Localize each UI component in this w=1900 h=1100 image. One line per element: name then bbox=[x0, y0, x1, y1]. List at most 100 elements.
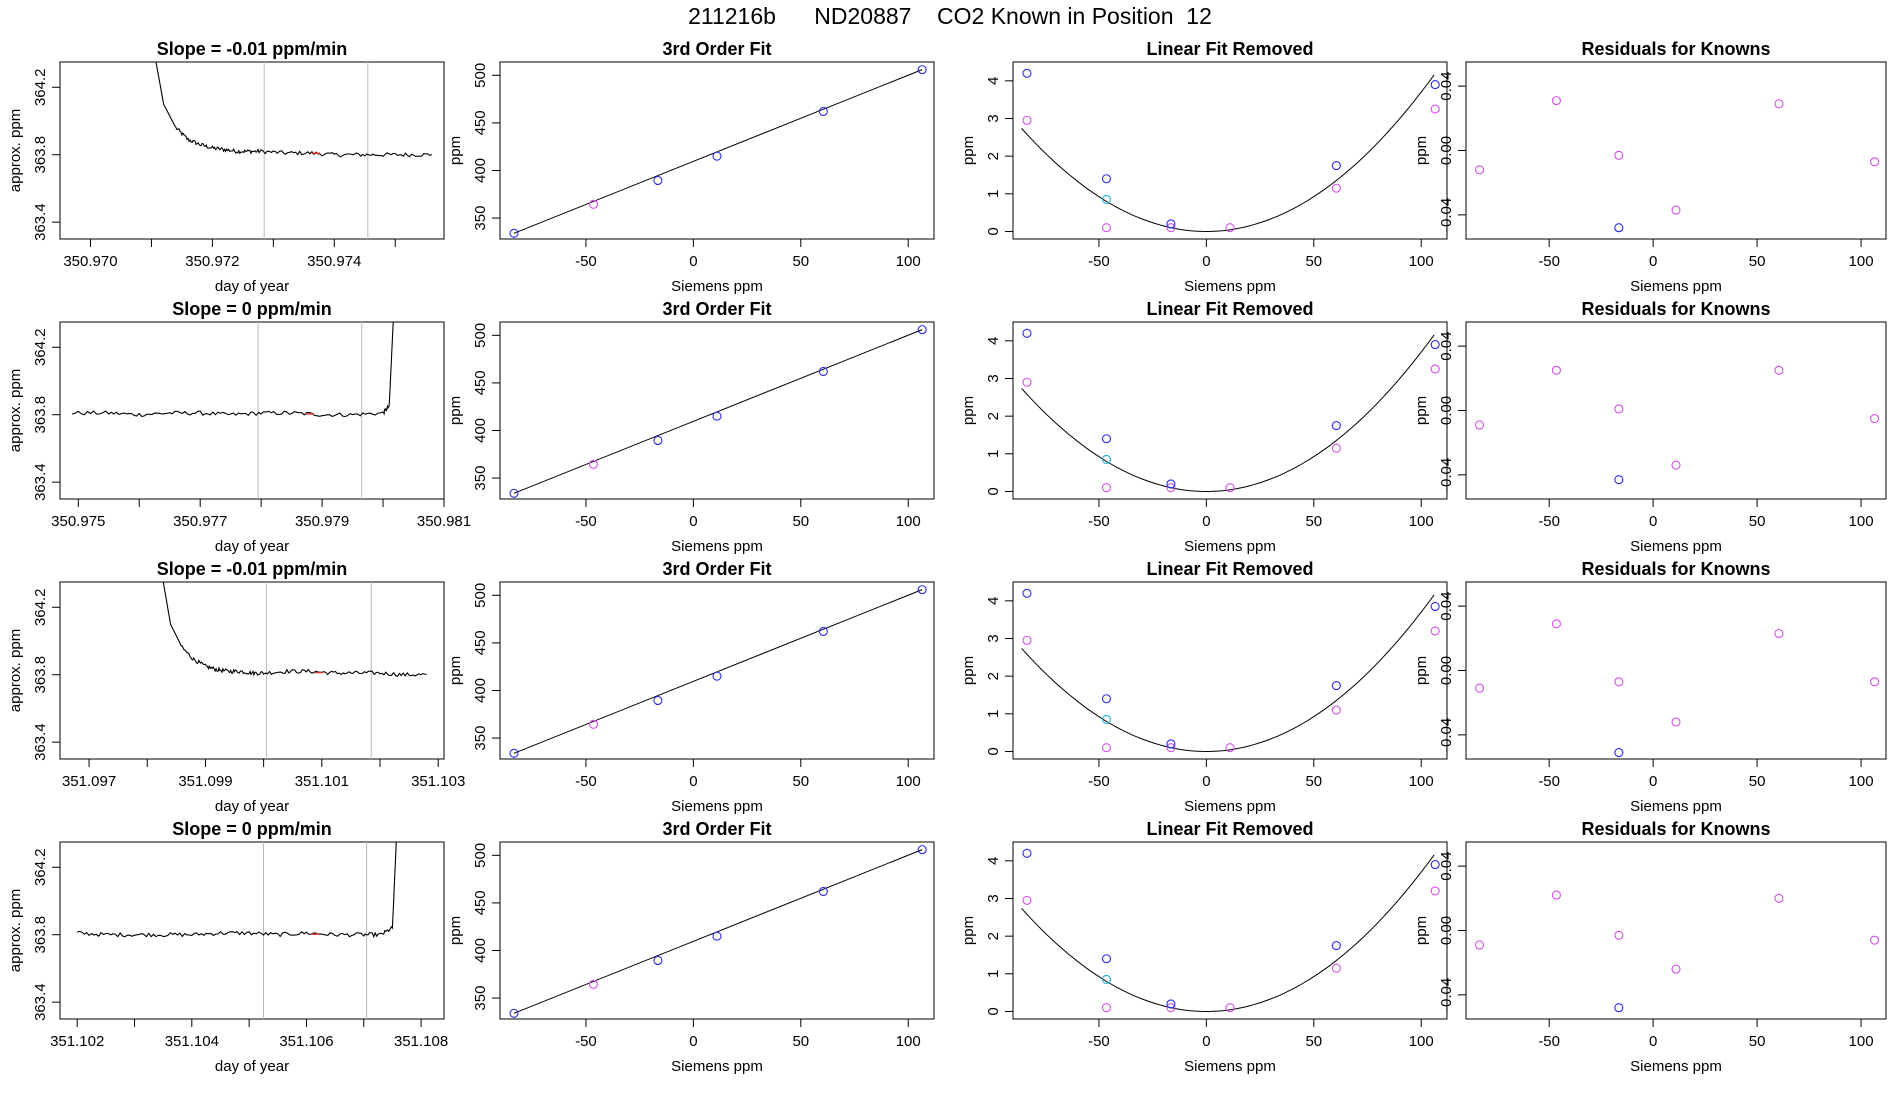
y-axis-label: ppm bbox=[1413, 396, 1430, 425]
y-tick-label: 363.4 bbox=[32, 463, 49, 501]
x-tick-label: 350.972 bbox=[185, 253, 239, 270]
x-tick-label: 351.097 bbox=[62, 773, 116, 790]
residual-point-cyan bbox=[1101, 194, 1112, 205]
x-tick-label: 351.108 bbox=[394, 1033, 448, 1050]
known-residual-point bbox=[1474, 420, 1485, 430]
fit-line bbox=[513, 589, 923, 754]
residual-point-magenta bbox=[1022, 377, 1032, 387]
y-tick-label: 1 bbox=[985, 970, 1002, 978]
y-tick-label: 500 bbox=[472, 323, 489, 348]
y-tick-label: 4 bbox=[985, 857, 1002, 865]
panel-title: Linear Fit Removed bbox=[1146, 299, 1313, 319]
x-tick-label: 50 bbox=[1305, 773, 1322, 790]
known-residual-point bbox=[1671, 964, 1681, 974]
x-tick-label: 351.101 bbox=[295, 773, 349, 790]
panel-title: Slope = 0 ppm/min bbox=[172, 299, 332, 319]
residual-point-magenta bbox=[1166, 743, 1176, 753]
residual-point-cyan bbox=[1101, 454, 1112, 465]
y-tick-label: 364.2 bbox=[32, 589, 49, 627]
y-tick-label: 0.04 bbox=[1438, 592, 1455, 621]
fit-panel: 3rd Order Fit Siemens ppm ppm -50 0 50 100 350 4… bbox=[447, 299, 935, 555]
x-axis-label: day of year bbox=[215, 798, 289, 815]
y-tick-label: 3 bbox=[985, 374, 1002, 382]
x-tick-label: 350.977 bbox=[173, 513, 227, 530]
residual-point-blue bbox=[1430, 601, 1440, 612]
trace-panel: Slope = 0 ppm/min day of year approx. ppm 3… bbox=[7, 819, 448, 1075]
x-tick-label: -50 bbox=[1538, 1033, 1560, 1050]
y-axis-label: ppm bbox=[447, 396, 464, 425]
residual-point-magenta bbox=[1225, 223, 1235, 233]
y-tick-label: -0.04 bbox=[1438, 458, 1455, 492]
x-tick-label: 100 bbox=[1849, 253, 1874, 270]
fit-line bbox=[513, 329, 923, 494]
plot-row-3: Slope = -0.01 ppm/min day of year approx. … bbox=[7, 559, 1887, 815]
x-tick-label: 50 bbox=[792, 253, 809, 270]
x-tick-label: 350.970 bbox=[63, 253, 117, 270]
y-tick-label: 363.4 bbox=[32, 723, 49, 761]
y-tick-label: 363.4 bbox=[32, 983, 49, 1021]
x-tick-label: 50 bbox=[1305, 253, 1322, 270]
x-tick-label: 0 bbox=[1202, 1033, 1210, 1050]
x-tick-label: 0 bbox=[689, 773, 697, 790]
known-residual-point bbox=[1774, 99, 1784, 109]
panel-title: Linear Fit Removed bbox=[1146, 39, 1313, 59]
residual-point-magenta bbox=[1331, 443, 1341, 453]
x-tick-label: 0 bbox=[689, 1033, 697, 1050]
y-tick-label: 400 bbox=[472, 418, 489, 443]
plot-frame bbox=[1465, 61, 1887, 240]
x-tick-label: 100 bbox=[896, 1033, 921, 1050]
fit-point bbox=[712, 151, 722, 161]
x-tick-label: 351.104 bbox=[165, 1033, 219, 1050]
y-tick-label: 400 bbox=[472, 158, 489, 183]
y-tick-label: -0.04 bbox=[1438, 198, 1455, 232]
plot-frame bbox=[499, 321, 935, 500]
x-tick-label: -50 bbox=[1088, 773, 1110, 790]
x-tick-label: -50 bbox=[575, 513, 597, 530]
x-tick-label: 0 bbox=[1649, 253, 1657, 270]
x-tick-label: 100 bbox=[896, 513, 921, 530]
y-tick-label: 1 bbox=[985, 710, 1002, 718]
known-residual-point bbox=[1551, 96, 1561, 106]
x-axis-label: Siemens ppm bbox=[671, 798, 763, 815]
y-tick-label: 400 bbox=[472, 678, 489, 703]
x-tick-label: 350.974 bbox=[307, 253, 361, 270]
y-tick-label: 364.2 bbox=[32, 849, 49, 887]
residual-point-blue bbox=[1331, 421, 1341, 431]
y-tick-label: 363.8 bbox=[32, 916, 49, 954]
plot-frame bbox=[1012, 581, 1448, 760]
y-tick-label: 363.4 bbox=[32, 203, 49, 241]
y-tick-label: 4 bbox=[985, 337, 1002, 345]
residual-point-blue bbox=[1101, 174, 1112, 184]
fit-point bbox=[588, 459, 599, 469]
known-residual-point bbox=[1870, 413, 1880, 424]
y-axis-label: ppm bbox=[447, 916, 464, 945]
fit-point bbox=[509, 1008, 519, 1018]
residual-point-blue bbox=[1331, 681, 1341, 691]
x-tick-label: 0 bbox=[1649, 773, 1657, 790]
fit-point bbox=[653, 695, 663, 706]
x-axis-label: Siemens ppm bbox=[1630, 278, 1722, 295]
x-tick-label: -50 bbox=[575, 773, 597, 790]
residual-point-magenta bbox=[1166, 1003, 1176, 1013]
x-tick-label: 50 bbox=[1305, 513, 1322, 530]
y-tick-label: 500 bbox=[472, 583, 489, 608]
figure-title: 211216b ND20887 CO2 Known in Position 12 bbox=[688, 3, 1212, 29]
x-axis-label: Siemens ppm bbox=[1184, 1058, 1276, 1075]
y-tick-label: 363.8 bbox=[32, 656, 49, 694]
known-residual-point bbox=[1474, 165, 1485, 175]
y-tick-label: 4 bbox=[985, 597, 1002, 605]
y-tick-label: 450 bbox=[472, 110, 489, 135]
residual-point-blue bbox=[1430, 80, 1440, 90]
known-residual-point bbox=[1474, 940, 1485, 950]
residual-point-cyan bbox=[1101, 974, 1112, 985]
x-tick-label: 50 bbox=[792, 1033, 809, 1050]
residual-point-magenta bbox=[1101, 483, 1112, 493]
panel-title: Residuals for Knowns bbox=[1581, 39, 1770, 59]
plot-frame bbox=[1465, 321, 1887, 500]
x-axis-label: Siemens ppm bbox=[1630, 798, 1722, 815]
x-tick-label: 100 bbox=[1409, 773, 1434, 790]
y-tick-label: 450 bbox=[472, 630, 489, 655]
known-residual-point bbox=[1671, 205, 1681, 215]
trace-panel: Slope = -0.01 ppm/min day of year approx. … bbox=[7, 559, 465, 815]
panel-title: Residuals for Knowns bbox=[1581, 819, 1770, 839]
